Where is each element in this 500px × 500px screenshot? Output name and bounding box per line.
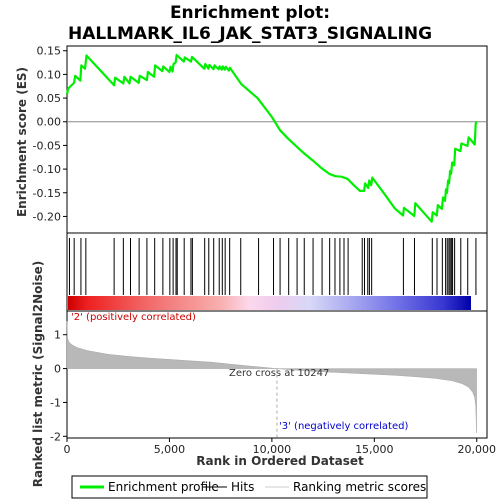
positive-correlation-label: '2' (positively correlated) (71, 312, 196, 323)
hits-group (68, 238, 477, 295)
es-y-tick-label: -0.20 (33, 210, 61, 223)
chart-title-line1: Enrichment plot: (170, 3, 330, 23)
x-axis-label: Rank in Ordered Dataset (196, 454, 364, 468)
x-tick-label: 15,000 (355, 443, 394, 456)
metric-group (66, 321, 477, 433)
metric-y-tick-label: -2 (50, 430, 61, 443)
metric-y-axis-label: Ranked list metric (Signal2Noise) (31, 261, 45, 488)
chart-title-line2: HALLMARK_IL6_JAK_STAT3_SIGNALING (68, 24, 432, 44)
es-y-axis-label: Enrichment score (ES) (15, 67, 29, 217)
ranking-metric-area (66, 321, 477, 433)
es-curve-group (65, 53, 478, 223)
es-y-tick-label: -0.15 (33, 187, 61, 200)
legend-label: Hits (231, 480, 254, 494)
legend-label: Enrichment profile (108, 480, 219, 494)
metric-y-tick-label: -1 (50, 396, 61, 409)
metric-y-tick-label: 1 (54, 329, 61, 342)
x-tick-label: 0 (64, 443, 71, 456)
es-y-tick-label: -0.05 (33, 139, 61, 152)
x-tick-label: 5,000 (154, 443, 186, 456)
negative-correlation-label: '3' (negatively correlated) (279, 421, 408, 432)
rank-color-bar (68, 296, 471, 310)
es-y-tick-label: 0.00 (37, 116, 62, 129)
x-axis: 0 5,000 10,000 15,000 20,000 (64, 438, 497, 456)
x-tick-label: 10,000 (253, 443, 292, 456)
es-y-tick-label: 0.15 (37, 45, 62, 58)
legend-label: Ranking metric scores (293, 480, 426, 494)
metric-y-tick-label: 0 (54, 363, 61, 376)
legend: Enrichment profile Hits Ranking metric sco… (80, 480, 426, 494)
legend-box (71, 475, 428, 499)
es-y-tick-label: 0.10 (37, 68, 62, 81)
es-y-tick-label: -0.10 (33, 163, 61, 176)
es-plot-frame (66, 45, 488, 234)
metric-y-axis: 1 0 -1 -2 (50, 329, 67, 443)
enrichment-profile-line (65, 53, 478, 223)
es-y-tick-label: 0.05 (37, 92, 62, 105)
x-tick-label: 20,000 (458, 443, 497, 456)
es-y-axis: 0.15 0.10 0.05 0.00 -0.05 -0.10 -0.15 -0.20 (33, 45, 67, 223)
zero-cross-label: Zero cross at 10247 (229, 368, 329, 379)
